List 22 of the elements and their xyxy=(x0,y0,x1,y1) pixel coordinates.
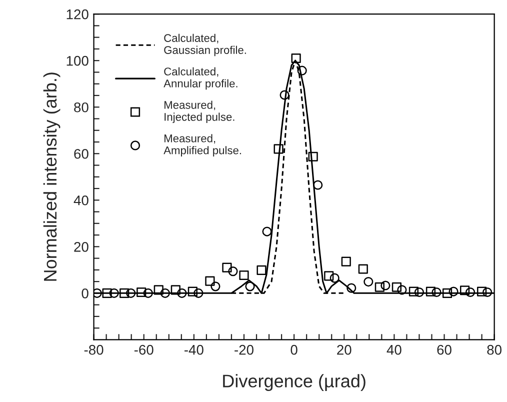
y-tick-label: 100 xyxy=(66,56,88,66)
y-axis-title: Normalized intensity (arb.) xyxy=(43,72,60,281)
x-tick-label: 80 xyxy=(487,344,502,355)
legend-label: Calculated, Annular profile. xyxy=(164,67,238,90)
y-tick-label: 0 xyxy=(82,288,88,298)
x-tick-label: 20 xyxy=(337,344,352,355)
x-tick-label: -40 xyxy=(184,344,204,355)
y-tick-label: 80 xyxy=(74,102,88,112)
x-tick-label: -80 xyxy=(84,344,104,355)
legend-label: Measured, Amplified pulse. xyxy=(164,134,242,156)
y-tick-label: 20 xyxy=(74,242,88,252)
legend-label: Calculated, Gaussian profile. xyxy=(164,34,246,56)
x-tick-label: 60 xyxy=(437,344,452,355)
x-axis-title: Divergence (µrad) xyxy=(223,374,366,391)
x-tick-label: -60 xyxy=(134,344,154,355)
x-tick-label: 0 xyxy=(290,344,298,355)
y-tick-label: 60 xyxy=(74,148,88,159)
x-tick-label: 40 xyxy=(386,344,402,355)
y-tick-label: 40 xyxy=(74,195,88,206)
y-tick-label: 120 xyxy=(66,9,88,20)
legend-label: Measured, Injected pulse. xyxy=(164,100,234,124)
x-tick-label: -20 xyxy=(234,344,254,355)
